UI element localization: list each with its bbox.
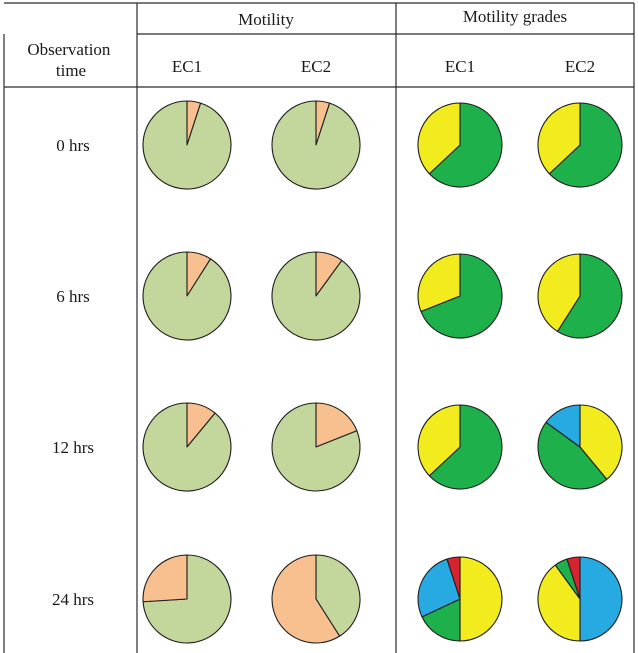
header-observation-time: Observation time: [27, 40, 114, 80]
pie-motility-grades-ec1-0hrs: [417, 102, 503, 188]
header-ec1-grades: EC1: [445, 57, 475, 76]
pie-motility-grades-ec2-0hrs: [537, 102, 623, 188]
pie-slice-non-motile: [271, 554, 341, 644]
pie-slice-motile: [271, 251, 361, 341]
table-grid: [3, 2, 635, 653]
pie-slice-grade-red: [566, 556, 581, 600]
row-label-6-hrs: 6 hrs: [56, 287, 90, 306]
pie-slice-grade-yellow: [537, 253, 581, 333]
pie-slice-grade-blue: [545, 404, 581, 448]
pie-slice-motile: [271, 402, 361, 492]
header-observation-line1: Observation: [27, 40, 111, 59]
header-motility-grades: Motility grades: [463, 7, 567, 26]
pie-slice-grade-green: [428, 102, 503, 188]
pie-motility-ec2-0hrs: [271, 100, 361, 190]
pie-slice-grade-yellow: [459, 556, 503, 642]
pie-slice-grade-yellow: [537, 102, 581, 175]
pie-motility-ec1-12hrs: [142, 402, 232, 492]
pie-slice-grade-green: [428, 404, 503, 490]
pie-slice-motile: [271, 100, 361, 190]
row-label-0-hrs: 0 hrs: [56, 136, 90, 155]
pie-slice-grade-yellow: [579, 404, 623, 480]
pie-slice-grade-yellow: [417, 253, 461, 313]
pie-slice-motile: [142, 402, 232, 492]
pie-slice-grade-blue: [579, 556, 623, 642]
pie-slice-grade-green: [548, 102, 623, 188]
pie-slice-grade-yellow: [537, 564, 581, 642]
pie-motility-ec1-6hrs: [142, 251, 232, 341]
pie-motility-grades-ec1-24hrs: [417, 556, 503, 642]
pie-slice-grade-yellow: [417, 102, 461, 175]
pie-slice-grade-blue: [417, 558, 461, 618]
pie-slice-grade-green: [421, 598, 461, 642]
pie-motility-ec2-24hrs: [271, 554, 361, 644]
pie-slice-motile: [142, 100, 232, 190]
pie-slice-motile: [142, 251, 232, 341]
row-label-12-hrs: 12 hrs: [52, 438, 94, 457]
pie-slice-non-motile: [142, 554, 188, 603]
pie-motility-ec2-6hrs: [271, 251, 361, 341]
pie-slice-non-motile: [315, 402, 358, 448]
pie-slice-grade-green: [420, 253, 503, 339]
row-label-24-hrs: 24 hrs: [52, 590, 94, 609]
pie-charts: [142, 100, 623, 644]
pie-motility-grades-ec1-12hrs: [417, 404, 503, 490]
header-observation-line2: time: [56, 61, 86, 80]
pie-slice-grade-yellow: [417, 404, 461, 477]
pie-motility-ec2-12hrs: [271, 402, 361, 492]
pie-slice-grade-green: [537, 421, 608, 490]
pie-motility-grades-ec2-6hrs: [537, 253, 623, 339]
pie-slice-grade-red: [446, 556, 461, 600]
pie-motility-grades-ec2-12hrs: [537, 404, 623, 490]
pie-slice-grade-green: [556, 253, 623, 339]
header-ec2-motility: EC2: [301, 57, 331, 76]
row-labels: 0 hrs 6 hrs 12 hrs 24 hrs: [52, 136, 94, 609]
pie-motility-ec1-24hrs: [142, 554, 232, 644]
pie-motility-ec1-0hrs: [142, 100, 232, 190]
pie-motility-grades-ec2-24hrs: [537, 556, 623, 642]
header-ec2-grades: EC2: [565, 57, 595, 76]
header-motility: Motility: [238, 10, 294, 29]
header-ec1-motility: EC1: [172, 57, 202, 76]
pie-motility-grades-ec1-6hrs: [417, 253, 503, 339]
